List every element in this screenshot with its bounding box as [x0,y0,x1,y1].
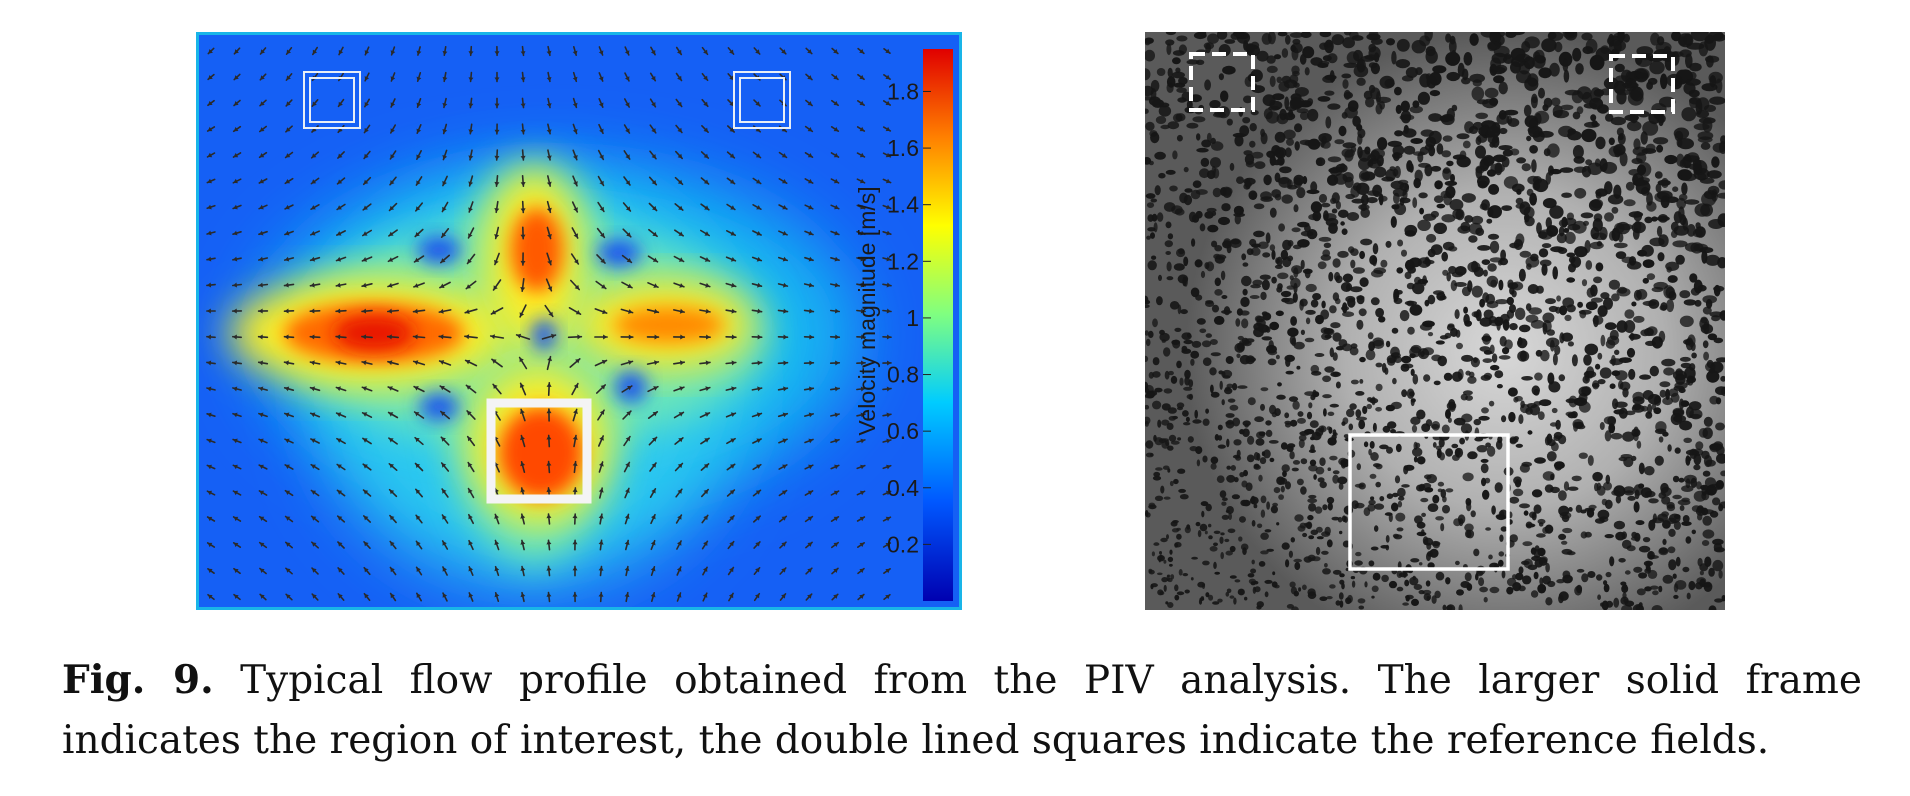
reference-field-right [733,71,791,129]
figure-label: Fig. 9. [62,657,214,703]
colorbar-ticks: 1.8 1.6 1.4 1.2 1 0.8 0.6 0.4 0.2 [887,78,931,557]
colorbar-tick-label: 0.4 [887,475,919,501]
figure: 1.8 1.6 1.4 1.2 1 0.8 0.6 0.4 0.2 Velocity magni… [196,32,1725,610]
colorbar-tick-label: 0.2 [887,531,919,557]
velocity-field-plot: 1.8 1.6 1.4 1.2 1 0.8 0.6 0.4 0.2 Velocity magni… [199,35,959,607]
colorbar-tick-label: 1.8 [887,78,919,104]
region-of-interest [486,398,592,504]
caption-text: Typical flow profile obtained from the P… [62,658,1862,763]
seeding-particles [1145,32,1725,610]
colorbar-tick-label: 1.6 [887,135,919,161]
colorbar-tick-label: 1.4 [887,192,919,218]
reference-field-left [303,71,361,129]
colorbar-tick-label: 1.2 [887,248,919,274]
reference-field-right [1609,54,1675,114]
figure-caption: Fig. 9. Typical flow profile obtained fr… [62,650,1862,771]
colorbar-tick-label: 1 [906,305,919,331]
colorbar-tick-label: 0.6 [887,418,919,444]
colorbar-tick-label: 0.8 [887,362,919,388]
reference-field-left [1189,52,1255,112]
piv-raw-image [1145,32,1725,610]
colorbar-label: Velocity magnitude [m/s] [854,186,880,435]
particle-image-panel [1145,32,1725,610]
colorbar [923,49,953,601]
region-of-interest [1348,433,1510,571]
velocity-field-panel: 1.8 1.6 1.4 1.2 1 0.8 0.6 0.4 0.2 Velocity magni… [196,32,962,610]
